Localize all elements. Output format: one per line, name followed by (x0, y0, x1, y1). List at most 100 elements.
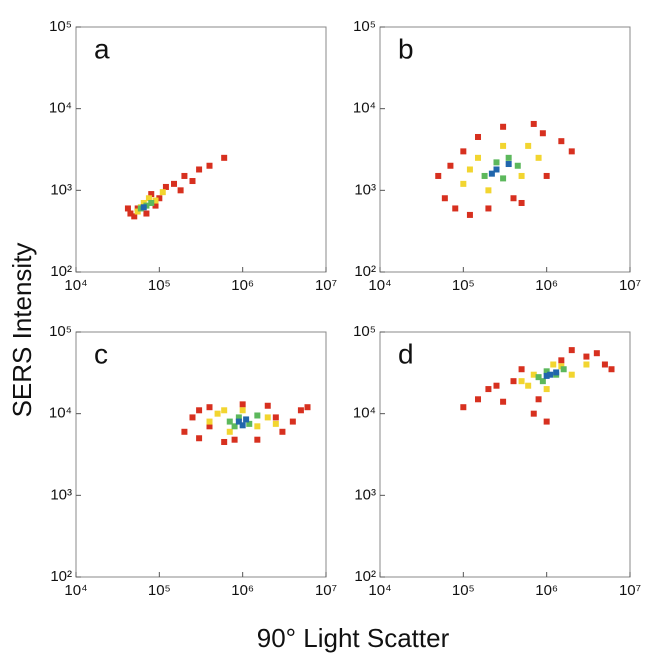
point (505, 154, 512, 161)
point (171, 180, 178, 187)
point (435, 172, 442, 179)
point (156, 195, 163, 202)
x-tick-label: 10⁵ (452, 582, 475, 599)
point (447, 162, 454, 169)
point (475, 154, 482, 161)
point (231, 436, 238, 443)
point (460, 148, 467, 155)
point (145, 195, 152, 202)
x-tick-label: 10⁷ (315, 582, 337, 599)
point (547, 371, 554, 378)
point (518, 366, 525, 373)
point (239, 401, 246, 408)
y-tick-label: 10³ (50, 181, 72, 198)
point (239, 422, 246, 429)
point (525, 142, 532, 149)
point (162, 183, 169, 190)
point (460, 404, 467, 411)
point (510, 195, 517, 202)
y-tick-label: 10² (50, 568, 72, 585)
point (189, 178, 196, 185)
point (558, 357, 565, 364)
point (543, 418, 550, 425)
point (254, 412, 261, 419)
point (226, 428, 233, 435)
x-tick-label: 10⁵ (452, 277, 475, 294)
x-tick-label: 10⁷ (619, 277, 641, 294)
point (206, 162, 213, 169)
point (525, 382, 532, 389)
point (177, 187, 184, 194)
point (485, 386, 492, 393)
point (124, 205, 131, 212)
point (493, 166, 500, 173)
point (530, 371, 537, 378)
point (196, 435, 203, 442)
point (543, 172, 550, 179)
point (221, 438, 228, 445)
point (127, 210, 134, 217)
y-tick-label: 10³ (354, 486, 376, 503)
x-tick-label: 10⁵ (148, 277, 171, 294)
point (243, 416, 250, 423)
panel-label: b (398, 33, 414, 64)
point (608, 366, 615, 373)
point (530, 120, 537, 127)
x-tick-label: 10⁵ (148, 582, 171, 599)
point (304, 404, 311, 411)
point (530, 410, 537, 417)
y-tick-label: 10³ (50, 486, 72, 503)
point (134, 205, 141, 212)
plot-frame (379, 26, 631, 273)
x-tick-label: 10⁴ (368, 582, 391, 599)
point (568, 148, 575, 155)
point (500, 123, 507, 130)
point (583, 353, 590, 360)
point (279, 428, 286, 435)
x-tick-label: 10⁴ (64, 582, 87, 599)
point (143, 210, 150, 217)
point (493, 159, 500, 166)
point (206, 404, 213, 411)
point (254, 423, 261, 430)
point (475, 133, 482, 140)
x-tick-label: 10⁶ (231, 582, 254, 599)
plot-frame (379, 331, 631, 578)
x-tick-label: 10⁷ (315, 277, 337, 294)
point (264, 402, 271, 409)
point (553, 369, 560, 376)
point (560, 366, 567, 373)
point (488, 170, 495, 177)
point (452, 205, 459, 212)
point (518, 199, 525, 206)
point (460, 180, 467, 187)
x-tick-label: 10⁴ (368, 277, 391, 294)
y-tick-label: 10⁴ (49, 100, 72, 117)
x-tick-label: 10⁷ (619, 582, 641, 599)
point (539, 378, 546, 385)
panel-label: a (94, 33, 110, 64)
point (535, 374, 542, 381)
point (159, 189, 166, 196)
point (206, 418, 213, 425)
plot-frame (75, 26, 327, 273)
point (485, 205, 492, 212)
point (272, 414, 279, 421)
point (196, 407, 203, 414)
point (514, 162, 521, 169)
y-tick-label: 10² (50, 263, 72, 280)
point (221, 407, 228, 414)
plot-frame (75, 331, 327, 578)
point (196, 166, 203, 173)
y-tick-label: 10⁴ (353, 405, 376, 422)
point (181, 428, 188, 435)
point (235, 418, 242, 425)
point (254, 436, 261, 443)
point (140, 204, 147, 211)
panel-label: d (398, 338, 414, 369)
point (475, 396, 482, 403)
x-tick-label: 10⁶ (535, 277, 558, 294)
point (550, 361, 557, 368)
point (235, 414, 242, 421)
point (246, 420, 253, 427)
